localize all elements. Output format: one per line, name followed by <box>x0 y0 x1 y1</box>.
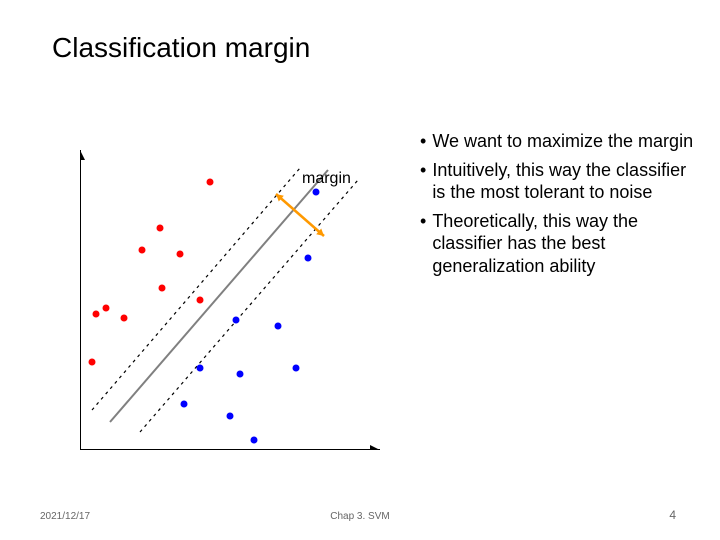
bullet-text: Theoretically, this way the classifier h… <box>432 210 700 278</box>
bullet-text: We want to maximize the margin <box>432 130 693 153</box>
slide-title: Classification margin <box>52 32 310 64</box>
footer-page: 4 <box>669 508 676 522</box>
bullet-item: • We want to maximize the margin <box>420 130 700 153</box>
slide: Classification margin margin • We want t… <box>0 0 720 540</box>
bullet-dot-icon: • <box>420 210 426 278</box>
svm-margin-chart <box>80 150 380 450</box>
bullet-item: • Intuitively, this way the classifier i… <box>420 159 700 204</box>
bullet-item: • Theoretically, this way the classifier… <box>420 210 700 278</box>
footer-center: Chap 3. SVM <box>0 511 720 522</box>
margin-label: margin <box>302 170 351 188</box>
bullet-dot-icon: • <box>420 159 426 204</box>
bullet-dot-icon: • <box>420 130 426 153</box>
bullet-list: • We want to maximize the margin • Intui… <box>420 130 700 283</box>
bullet-text: Intuitively, this way the classifier is … <box>432 159 700 204</box>
